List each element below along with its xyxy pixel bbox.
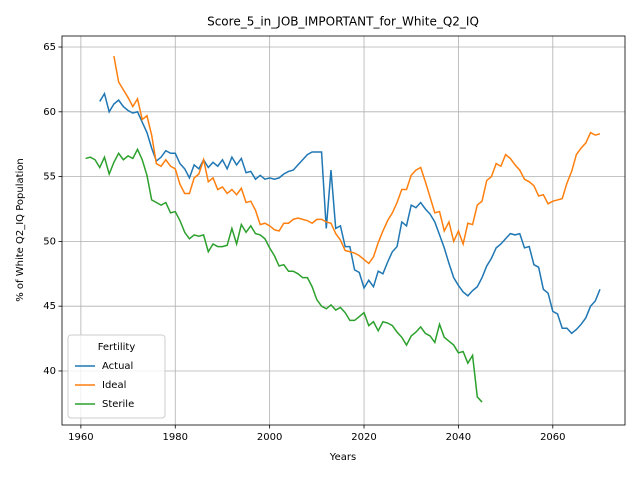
x-tick-label: 1980 [163,432,188,443]
y-tick-label: 60 [43,107,56,118]
y-tick-label: 65 [43,42,56,53]
x-tick-label: 1960 [68,432,93,443]
legend-label: Sterile [102,399,134,410]
legend-label: Actual [102,361,133,372]
x-tick-label: 2020 [351,432,376,443]
x-tick-label: 2000 [257,432,282,443]
y-tick-label: 55 [43,172,56,183]
y-tick-label: 50 [43,236,56,247]
plot-frame [61,35,626,426]
x-tick-label: 2060 [540,432,565,443]
legend-label: Ideal [102,380,126,391]
chart-title: Score_5_in_JOB_IMPORTANT_for_White_Q2_IQ [207,15,479,29]
line-series [85,147,483,403]
y-tick-label: 40 [43,366,56,377]
line-series [99,91,601,335]
x-axis-label: Years [329,452,356,463]
legend-title: Fertility [98,342,136,353]
x-tick-label: 2040 [446,432,471,443]
line-series [113,55,601,265]
legend-box [67,334,166,419]
y-tick-label: 45 [43,301,56,312]
legend: Fertility Actual Ideal Sterile [67,334,166,419]
y-axis-label: % of White Q2_IQ Population [15,158,26,302]
